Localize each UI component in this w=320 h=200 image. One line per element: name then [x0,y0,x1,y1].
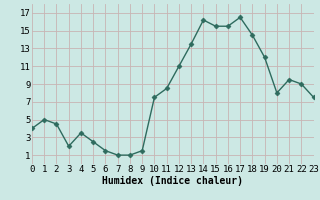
X-axis label: Humidex (Indice chaleur): Humidex (Indice chaleur) [102,176,243,186]
